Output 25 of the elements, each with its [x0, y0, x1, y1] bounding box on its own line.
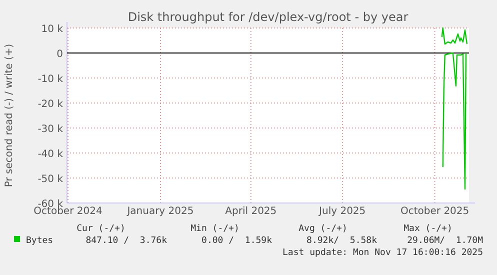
text: Avg (-/+) [298, 224, 348, 234]
chart-title: Disk throughput for /dev/plex-vg/root - by year [128, 10, 408, 24]
text: 29.06M/ 1.70M [407, 236, 484, 246]
y-tick-label: -30 k [38, 124, 64, 135]
x-tick-label: July 2025 [318, 206, 366, 217]
text: Max (-/+) [404, 224, 452, 234]
legend-label: Bytes [26, 236, 54, 246]
text: 8.92k/ 5.58k [306, 236, 378, 246]
y-tick-label: -50 k [38, 174, 64, 185]
text: Cur (-/+) [76, 224, 126, 234]
line-series [442, 52, 467, 190]
text: Min (-/+) [190, 224, 240, 234]
x-tick-label: January 2025 [126, 206, 194, 217]
y-tick-label: -20 k [38, 99, 64, 110]
text: 847.10 / 3.76k [86, 236, 168, 246]
y-tick-label: 0 [56, 49, 63, 60]
x-tick-label: April 2025 [225, 206, 277, 217]
x-tick-label: October 2025 [400, 206, 470, 217]
line-series [441, 27, 468, 45]
y-axis-title: Pr second read (-) / write (+) [4, 44, 15, 188]
y-tick-label: -40 k [38, 149, 64, 160]
text: 0.00 / 1.59k [202, 236, 273, 246]
y-tick-label: 10 k [41, 24, 64, 35]
y-tick-label: -10 k [38, 74, 64, 85]
text: Last update: Mon Nov 17 16:00:16 2025 [282, 248, 483, 258]
